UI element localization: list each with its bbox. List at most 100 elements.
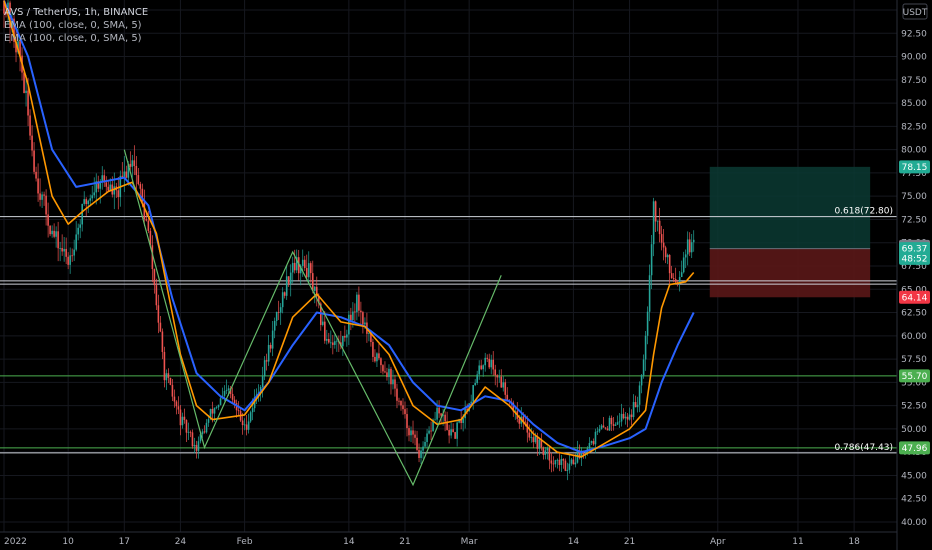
chart-legend: AVS / TetherUS, 1h, BINANCE EMA (100, cl…: [4, 6, 148, 45]
candle-body: [690, 242, 693, 253]
candle-body: [458, 419, 460, 423]
candle-body: [163, 351, 166, 381]
candle-body: [73, 249, 75, 256]
candle-body: [358, 294, 360, 311]
candle-body: [502, 382, 505, 388]
candle-body: [83, 199, 85, 204]
candle-body: [43, 194, 45, 196]
candle-body: [646, 311, 649, 336]
candle-body: [554, 460, 557, 465]
candle-body: [592, 441, 595, 445]
price-axis[interactable]: [897, 0, 932, 550]
candle-body: [213, 407, 216, 414]
ema-legend-1[interactable]: EMA (100, close, 0, SMA, 5): [4, 20, 142, 31]
candle-body: [207, 419, 210, 423]
candle-body: [330, 342, 332, 344]
candle-body: [550, 460, 553, 464]
candle-body: [129, 163, 132, 167]
candle-body: [247, 421, 250, 430]
candle-body: [143, 201, 146, 220]
candle-body: [382, 365, 384, 372]
candle-body: [394, 379, 396, 389]
candle-body: [107, 186, 110, 191]
candle-body: [145, 219, 148, 221]
candle-body: [15, 41, 17, 53]
candle-body: [25, 90, 27, 93]
price-tick-label: 67.50: [901, 262, 927, 272]
candle-body: [328, 338, 330, 343]
candle-body: [498, 376, 501, 378]
candle-body: [560, 458, 563, 465]
horizontal-levels[interactable]: [0, 216, 897, 454]
candle-body: [151, 245, 154, 270]
candle-body: [155, 285, 158, 306]
candle-body: [109, 184, 112, 191]
candle-body: [558, 459, 561, 465]
long-position-tool[interactable]: [709, 166, 871, 298]
candle-body: [63, 248, 65, 252]
candle-body: [600, 425, 603, 429]
candle-body: [404, 409, 406, 415]
candle-body: [408, 428, 410, 436]
candle-body: [217, 404, 220, 408]
candle-body: [139, 184, 142, 189]
candle-body: [71, 255, 73, 257]
symbol-title[interactable]: AVS / TetherUS, 1h, BINANCE: [4, 7, 149, 18]
candle-body: [303, 259, 306, 268]
candle-body: [480, 365, 482, 370]
candle-body: [267, 344, 270, 362]
candle-body: [261, 376, 264, 387]
candle-body: [656, 220, 659, 222]
time-tick-label: 21: [399, 537, 410, 547]
candle-body: [29, 115, 31, 136]
candle-body: [191, 432, 194, 447]
candle-body: [5, 13, 7, 15]
price-tag-box: [899, 441, 930, 455]
candle-body: [237, 410, 240, 412]
candle-body: [362, 312, 364, 325]
candle-body: [171, 384, 174, 397]
candle-body: [372, 341, 374, 357]
candle-body: [430, 430, 432, 432]
price-tick-label: 87.50: [901, 76, 927, 86]
candle-body: [127, 163, 130, 178]
candle-body: [406, 414, 408, 429]
candle-body: [438, 407, 440, 414]
candle-body: [536, 435, 539, 449]
candle-body: [420, 450, 422, 458]
time-tick-label: 18: [848, 537, 860, 547]
candle-body: [167, 373, 170, 378]
zigzag-drawing[interactable]: [123, 149, 502, 487]
candle-body: [53, 230, 55, 237]
stop-zone[interactable]: [709, 248, 871, 298]
zigzag-line[interactable]: [123, 149, 502, 487]
candle-body: [265, 360, 268, 362]
candle-body: [297, 257, 300, 274]
candle-body: [195, 444, 198, 451]
candle-body: [141, 188, 144, 202]
fib-level-label: 0.618(72.80): [834, 207, 893, 217]
candle-body: [602, 425, 605, 428]
candle-body: [113, 186, 116, 195]
candle-body: [462, 418, 464, 424]
candle-body: [13, 18, 15, 42]
ema-legend-2[interactable]: EMA (100, close, 0, SMA, 5): [4, 33, 142, 44]
candle-body: [205, 422, 208, 433]
candle-body: [368, 332, 370, 334]
candle-body: [626, 416, 629, 420]
candle-body: [231, 393, 234, 400]
target-zone[interactable]: [709, 166, 871, 249]
candle-body: [402, 405, 404, 410]
candle-body: [428, 430, 430, 434]
candle-body: [400, 400, 402, 406]
candle-body: [412, 430, 414, 435]
candle-body: [632, 402, 635, 417]
candle-body: [105, 182, 108, 187]
candle-body: [662, 242, 665, 248]
candle-body: [77, 227, 79, 235]
candle-body: [506, 394, 509, 401]
candle-body: [283, 292, 286, 296]
currency-button[interactable]: USDT: [902, 3, 928, 20]
